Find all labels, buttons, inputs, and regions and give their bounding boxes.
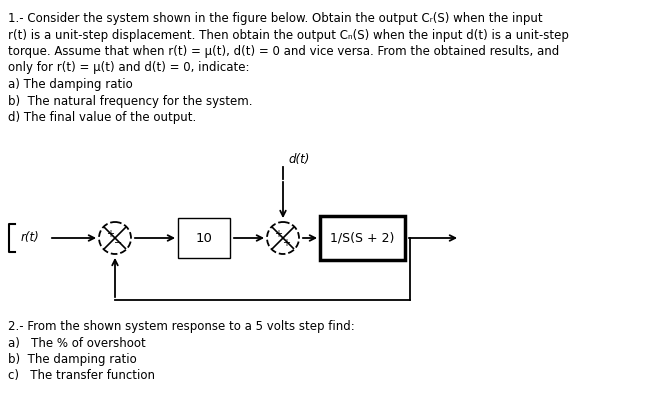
Text: 1/S(S + 2): 1/S(S + 2) xyxy=(330,231,395,245)
Text: a) The damping ratio: a) The damping ratio xyxy=(8,78,133,91)
Text: a)   The % of overshoot: a) The % of overshoot xyxy=(8,336,146,350)
Text: d) The final value of the output.: d) The final value of the output. xyxy=(8,111,196,124)
Text: b)  The damping ratio: b) The damping ratio xyxy=(8,353,137,366)
Text: +: + xyxy=(106,229,114,239)
Text: only for r(t) = μ(t) and d(t) = 0, indicate:: only for r(t) = μ(t) and d(t) = 0, indic… xyxy=(8,61,250,75)
Text: b)  The natural frequency for the system.: b) The natural frequency for the system. xyxy=(8,95,252,107)
Text: 1.- Consider the system shown in the figure below. Obtain the output Cᵣ(S) when : 1.- Consider the system shown in the fig… xyxy=(8,12,543,25)
Text: +: + xyxy=(282,238,290,248)
Text: 10: 10 xyxy=(196,231,212,245)
Bar xyxy=(178,218,230,258)
Text: torque. Assume that when r(t) = μ(t), d(t) = 0 and vice versa. From the obtained: torque. Assume that when r(t) = μ(t), d(… xyxy=(8,45,559,58)
Text: r(t) is a unit-step displacement. Then obtain the output Cₙ(S) when the input d(: r(t) is a unit-step displacement. Then o… xyxy=(8,28,569,41)
Text: c)   The transfer function: c) The transfer function xyxy=(8,369,155,383)
Bar xyxy=(320,216,405,260)
Text: −: − xyxy=(114,238,122,248)
Text: d(t): d(t) xyxy=(288,153,309,166)
Text: +: + xyxy=(274,229,282,239)
Text: 2.- From the shown system response to a 5 volts step find:: 2.- From the shown system response to a … xyxy=(8,320,355,333)
Text: r(t): r(t) xyxy=(20,231,39,245)
